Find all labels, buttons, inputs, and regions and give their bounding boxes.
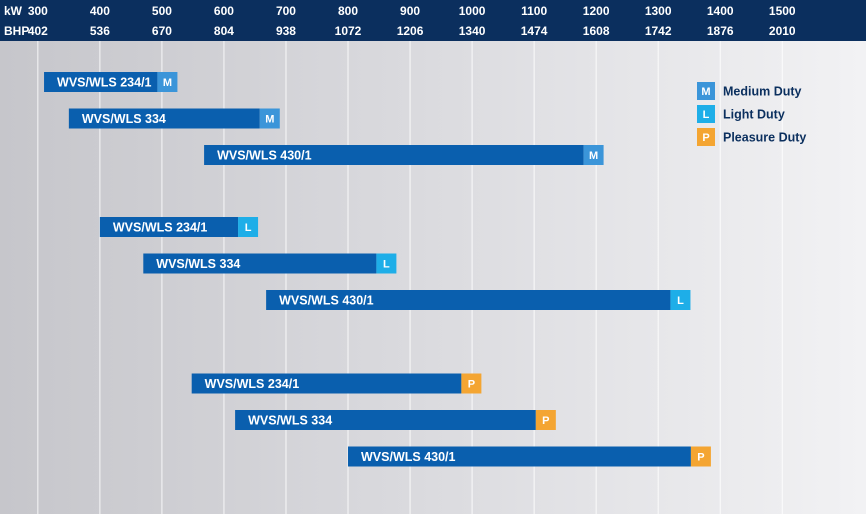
range-bar: [348, 446, 691, 467]
legend-swatch-letter: L: [703, 109, 710, 121]
duty-badge: [259, 108, 280, 129]
bar-label: WVS/WLS 334: [248, 414, 332, 428]
duty-badge: [583, 145, 604, 165]
bars: M WVS/WLS 234/1 M WVS/WLS 334 M WVS/WLS 430/1…: [44, 72, 711, 467]
bhp-tick-label: 1340: [459, 24, 486, 38]
range-bar: [44, 72, 158, 92]
duty-badge-letter: M: [589, 150, 598, 162]
legend-entry-label: Light Duty: [723, 108, 785, 122]
kw-tick-label: 1300: [645, 4, 672, 18]
range-bar: [266, 290, 671, 310]
bhp-tick-label: 670: [152, 24, 172, 38]
duty-badge-letter: L: [245, 222, 252, 234]
kw-tick-label: 500: [152, 4, 172, 18]
legend-swatch-letter: M: [701, 86, 710, 98]
kw-tick-label: 700: [276, 4, 296, 18]
bhp-tick-label: 1072: [335, 24, 362, 38]
bhp-tick-label: 938: [276, 24, 296, 38]
bar-label: WVS/WLS 430/1: [361, 450, 456, 464]
bhp-tick-label: 1474: [521, 24, 548, 38]
bhp-tick-label: 804: [214, 24, 234, 38]
legend-entry-label: Medium Duty: [723, 85, 802, 99]
kw-tick-label: 800: [338, 4, 358, 18]
primary-axis-unit-label: kW: [4, 4, 23, 18]
kw-tick-label: 1200: [583, 4, 610, 18]
kw-tick-label: 900: [400, 4, 420, 18]
legend-entry-label: Pleasure Duty: [723, 131, 806, 145]
axis-header: kW BHP 300 402 400 536 500 670 600 804 700 938 800…: [4, 4, 796, 38]
bhp-tick-label: 536: [90, 24, 110, 38]
bhp-tick-label: 1742: [645, 24, 672, 38]
duty-badge: [376, 253, 397, 274]
bhp-tick-label: 402: [28, 24, 48, 38]
duty-badge: [157, 72, 178, 92]
bar-label: WVS/WLS 234/1: [57, 76, 152, 90]
legend-swatch-letter: P: [702, 132, 709, 144]
kw-tick-label: 1500: [769, 4, 796, 18]
duty-badge: [690, 446, 711, 467]
bar-label: WVS/WLS 334: [82, 112, 166, 126]
bar-label: WVS/WLS 430/1: [217, 149, 312, 163]
kw-tick-label: 1400: [707, 4, 734, 18]
legend-swatch: [697, 128, 715, 146]
duty-badge-letter: L: [677, 295, 684, 307]
kw-tick-label: 1000: [459, 4, 486, 18]
bhp-tick-label: 2010: [769, 24, 796, 38]
duty-badge-letter: P: [697, 452, 704, 464]
bhp-tick-label: 1608: [583, 24, 610, 38]
duty-badge-letter: P: [542, 415, 549, 427]
duty-badge-letter: P: [468, 379, 475, 391]
range-bar: [204, 145, 584, 165]
range-bar: [99, 217, 239, 237]
duty-badge: [238, 217, 259, 237]
kw-tick-label: 300: [28, 4, 48, 18]
range-bar: [143, 253, 377, 274]
legend-swatch: [697, 105, 715, 123]
bar-label: WVS/WLS 430/1: [279, 294, 374, 308]
duty-badge: [461, 373, 482, 394]
bar-label: WVS/WLS 334: [156, 257, 240, 271]
bhp-tick-label: 1206: [397, 24, 424, 38]
kw-tick-label: 600: [214, 4, 234, 18]
kw-tick-label: 1100: [521, 4, 547, 18]
range-bar: [68, 108, 260, 129]
range-bar: [191, 373, 462, 394]
range-bar: [235, 410, 536, 430]
kw-tick-label: 400: [90, 4, 110, 18]
duty-badge: [670, 290, 691, 310]
legend-swatch: [697, 82, 715, 100]
bar-label: WVS/WLS 234/1: [205, 377, 300, 391]
bar-label: WVS/WLS 234/1: [113, 221, 208, 235]
duty-badge-letter: M: [163, 77, 172, 89]
duty-badge-letter: M: [265, 114, 274, 126]
secondary-axis-unit-label: BHP: [4, 24, 29, 38]
duty-badge-letter: L: [383, 259, 390, 271]
duty-badge: [535, 410, 556, 430]
legend: M Medium Duty L Light Duty P Pleasure Duty: [697, 82, 806, 146]
axis-header-band: [0, 0, 866, 41]
bhp-tick-label: 1876: [707, 24, 734, 38]
